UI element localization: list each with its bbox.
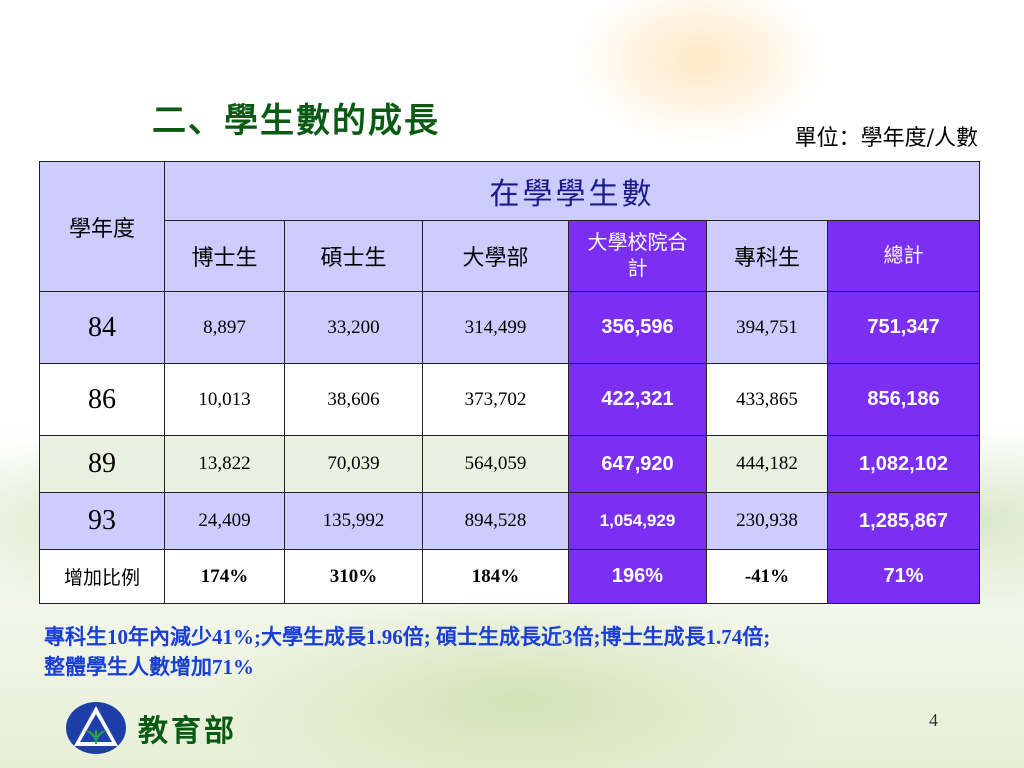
growth-masters: 310% — [284, 549, 423, 604]
cell-doctoral: 8,897 — [164, 291, 285, 364]
row-year: 89 — [39, 435, 165, 493]
header-doctoral: 博士生 — [164, 220, 285, 292]
cell-undergrad: 894,528 — [422, 492, 569, 550]
cell-university-total: 1,054,929 — [568, 492, 707, 550]
cell-junior-college: 444,182 — [706, 435, 828, 493]
growth-grand-total: 71% — [826, 549, 981, 604]
cell-junior-college: 230,938 — [706, 492, 828, 550]
unit-label: 單位：學年度/人數 — [794, 126, 978, 151]
cell-grand-total: 856,186 — [826, 363, 981, 436]
cell-masters: 135,992 — [284, 492, 423, 550]
cell-junior-college: 394,751 — [706, 291, 828, 364]
growth-label: 增加比例 — [39, 549, 165, 604]
cell-masters: 70,039 — [284, 435, 423, 493]
row-year: 93 — [39, 492, 165, 550]
growth-undergrad: 184% — [422, 549, 569, 604]
cell-doctoral: 13,822 — [164, 435, 285, 493]
cell-university-total: 422,321 — [568, 363, 707, 436]
growth-row: 增加比例 174% 310% 184% 196% -41% 71% — [39, 549, 981, 604]
row-year: 84 — [39, 291, 165, 364]
table-row: 93 24,409 135,992 894,528 1,054,929 230,… — [39, 492, 981, 550]
header-enrolled-students: 在學學生數 — [163, 161, 981, 221]
header-undergrad: 大學部 — [422, 220, 569, 292]
cell-doctoral: 10,013 — [164, 363, 285, 436]
summary-line-2: 整體學生人數增加71% — [44, 655, 254, 679]
cell-junior-college: 433,865 — [706, 363, 828, 436]
cell-undergrad: 373,702 — [422, 363, 569, 436]
growth-junior-college: -41% — [706, 549, 828, 604]
cell-grand-total: 751,347 — [826, 291, 981, 364]
page-number: 4 — [929, 710, 938, 730]
table-row: 89 13,822 70,039 564,059 647,920 444,182… — [39, 435, 981, 493]
ministry-logo-icon — [66, 702, 126, 754]
cell-undergrad: 564,059 — [422, 435, 569, 493]
cell-undergrad: 314,499 — [422, 291, 569, 364]
slide-title: 二、學生數的成長 — [152, 101, 440, 141]
header-junior-college: 專科生 — [706, 220, 828, 292]
row-year: 86 — [39, 363, 165, 436]
growth-university-total: 196% — [568, 549, 707, 604]
cell-university-total: 356,596 — [568, 291, 707, 364]
growth-doctoral: 174% — [164, 549, 285, 604]
ministry-name: 教育部 — [138, 714, 237, 749]
cell-university-total: 647,920 — [568, 435, 707, 493]
header-university-total: 大學校院合計 — [568, 220, 707, 292]
table-row: 86 10,013 38,606 373,702 422,321 433,865… — [39, 363, 981, 436]
student-count-table: 學年度 在學學生數 博士生 碩士生 大學部 大學校院合計 專科生 總計 84 8… — [39, 161, 981, 604]
cell-grand-total: 1,285,867 — [826, 492, 981, 550]
summary-line-1: 專科生10年內減少41%;大學生成長1.96倍; 碩士生成長近3倍;博士生成長1… — [44, 625, 771, 649]
header-grand-total: 總計 — [826, 220, 981, 292]
header-masters: 碩士生 — [284, 220, 423, 292]
cell-grand-total: 1,082,102 — [826, 435, 981, 493]
table-row: 84 8,897 33,200 314,499 356,596 394,751 … — [39, 291, 981, 364]
cell-masters: 38,606 — [284, 363, 423, 436]
header-year: 學年度 — [39, 161, 165, 292]
cell-masters: 33,200 — [284, 291, 423, 364]
cell-doctoral: 24,409 — [164, 492, 285, 550]
summary-note: 專科生10年內減少41%;大學生成長1.96倍; 碩士生成長近3倍;博士生成長1… — [44, 622, 984, 682]
